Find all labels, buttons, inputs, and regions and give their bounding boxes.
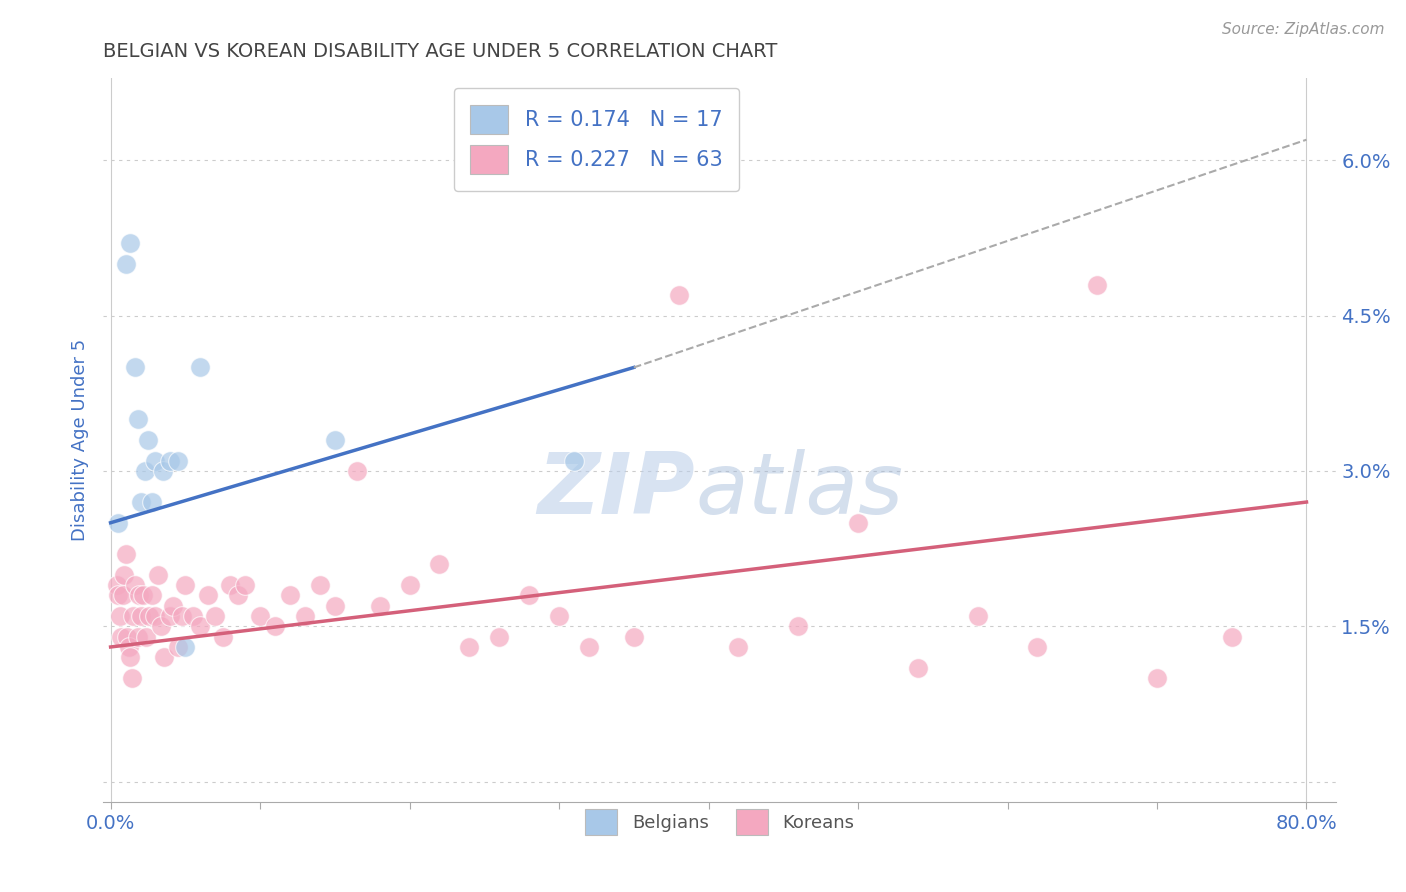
- Point: [121, 671, 143, 685]
- Point: [108, 608, 131, 623]
- Point: [150, 619, 173, 633]
- Point: [132, 588, 155, 602]
- Point: [1146, 671, 1168, 685]
- Point: [136, 433, 159, 447]
- Point: [846, 516, 869, 530]
- Point: [148, 567, 170, 582]
- Point: [197, 588, 219, 602]
- Y-axis label: Disability Age Under 5: Disability Age Under 5: [72, 339, 89, 541]
- Point: [159, 453, 181, 467]
- Point: [112, 567, 135, 582]
- Point: [309, 578, 332, 592]
- Point: [152, 464, 174, 478]
- Point: [1085, 277, 1108, 292]
- Point: [167, 453, 190, 467]
- Point: [278, 588, 301, 602]
- Point: [110, 630, 132, 644]
- Point: [124, 578, 146, 592]
- Point: [122, 608, 145, 623]
- Point: [118, 650, 141, 665]
- Point: [135, 630, 157, 644]
- Point: [114, 547, 136, 561]
- Text: BELGIAN VS KOREAN DISABILITY AGE UNDER 5 CORRELATION CHART: BELGIAN VS KOREAN DISABILITY AGE UNDER 5…: [103, 42, 778, 61]
- Point: [907, 661, 929, 675]
- Point: [211, 630, 233, 644]
- Point: [219, 578, 242, 592]
- Point: [172, 608, 194, 623]
- Point: [174, 640, 197, 654]
- Point: [107, 516, 129, 530]
- Point: [668, 288, 690, 302]
- Text: ZIP: ZIP: [537, 450, 695, 533]
- Text: Source: ZipAtlas.com: Source: ZipAtlas.com: [1222, 22, 1385, 37]
- Point: [1220, 630, 1243, 644]
- Point: [398, 578, 420, 592]
- Point: [787, 619, 810, 633]
- Point: [517, 588, 540, 602]
- Point: [124, 360, 146, 375]
- Point: [188, 360, 211, 375]
- Point: [488, 630, 510, 644]
- Point: [226, 588, 249, 602]
- Point: [323, 433, 346, 447]
- Point: [107, 588, 129, 602]
- Point: [162, 599, 184, 613]
- Point: [141, 588, 163, 602]
- Point: [204, 608, 226, 623]
- Point: [548, 608, 571, 623]
- Legend: Belgians, Koreans: Belgians, Koreans: [576, 800, 863, 844]
- Point: [114, 257, 136, 271]
- Point: [346, 464, 368, 478]
- Point: [167, 640, 190, 654]
- Point: [368, 599, 391, 613]
- Point: [188, 619, 211, 633]
- Point: [623, 630, 645, 644]
- Point: [134, 464, 156, 478]
- Point: [578, 640, 600, 654]
- Point: [118, 236, 141, 251]
- Point: [117, 640, 139, 654]
- Point: [127, 412, 149, 426]
- Point: [264, 619, 287, 633]
- Point: [145, 608, 167, 623]
- Point: [174, 578, 197, 592]
- Point: [159, 608, 181, 623]
- Point: [966, 608, 988, 623]
- Point: [249, 608, 271, 623]
- Point: [181, 608, 204, 623]
- Point: [138, 608, 160, 623]
- Point: [562, 453, 585, 467]
- Point: [323, 599, 346, 613]
- Point: [127, 630, 149, 644]
- Point: [105, 578, 128, 592]
- Point: [145, 453, 167, 467]
- Point: [111, 588, 134, 602]
- Point: [128, 588, 150, 602]
- Point: [458, 640, 481, 654]
- Point: [727, 640, 749, 654]
- Text: atlas: atlas: [695, 450, 903, 533]
- Point: [429, 557, 451, 571]
- Point: [294, 608, 316, 623]
- Point: [1026, 640, 1049, 654]
- Point: [129, 495, 152, 509]
- Point: [153, 650, 176, 665]
- Point: [233, 578, 256, 592]
- Point: [115, 630, 138, 644]
- Point: [141, 495, 163, 509]
- Point: [129, 608, 152, 623]
